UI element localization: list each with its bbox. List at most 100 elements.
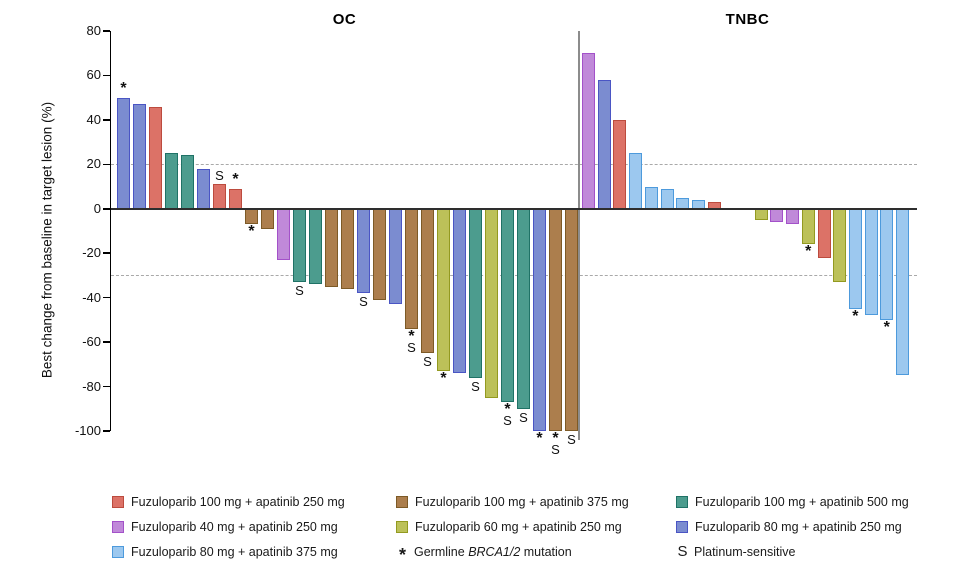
bar-tnbc-1 (582, 53, 595, 209)
y-tick-label--60: -60 (82, 334, 101, 350)
legend-item: Fuzuloparib 100 mg + apatinib 375 mg (396, 489, 629, 514)
y-tick-label--80: -80 (82, 378, 101, 394)
bar-oc-3 (149, 106, 162, 209)
bar-mark: * (248, 224, 254, 240)
panel-title-oc: OC (332, 11, 357, 28)
platinum-sensitive-s: S (295, 283, 304, 299)
bar-oc-12 (293, 208, 306, 283)
brca-mutation-asterisk: * (232, 170, 239, 188)
bar-oc-24 (485, 208, 498, 398)
legend-item: * Germline BRCA1/2 mutation (396, 539, 629, 566)
legend: Fuzuloparib 100 mg + apatinib 250 mg Fuzu… (0, 489, 976, 569)
legend-swatch-brown (396, 495, 408, 508)
bar-oc-8 (229, 188, 242, 209)
platinum-sensitive-s: S (423, 354, 432, 370)
legend-label: Fuzuloparib 80 mg + apatinib 375 mg (131, 544, 338, 559)
zero-baseline (111, 208, 917, 210)
bar-mark: * (852, 307, 859, 325)
bar-oc-18 (389, 208, 402, 305)
bar-mark: * (232, 170, 239, 188)
legend-swatch-teal (676, 495, 688, 508)
bar-mark: * S (407, 328, 416, 355)
legend-label: Fuzuloparib 80 mg + apatinib 250 mg (695, 519, 902, 534)
brca-mutation-asterisk: * (852, 307, 859, 325)
bar-oc-28 (549, 208, 562, 431)
y-tick-label-20: 20 (86, 156, 101, 172)
bar-mark: * (805, 244, 811, 260)
s-symbol: S (677, 543, 688, 560)
legend-label: Fuzuloparib 100 mg + apatinib 375 mg (415, 494, 629, 509)
bar-mark: S (215, 169, 224, 182)
asterisk-symbol: * (398, 545, 406, 565)
panel-title-tnbc: TNBC (725, 11, 770, 28)
legend-swatch-slateblue (676, 520, 688, 533)
legend-item: Fuzuloparib 100 mg + apatinib 500 mg (676, 489, 909, 514)
y-tick-mark (103, 252, 110, 254)
platinum-sensitive-s: S (551, 442, 560, 457)
bar-oc-20 (421, 208, 434, 354)
bar-tnbc-21 (896, 208, 909, 376)
y-tick-mark (103, 208, 110, 210)
bar-tnbc-18 (848, 208, 862, 309)
legend-item: S Platinum-sensitive (676, 539, 909, 564)
y-tick-label-0: 0 (93, 200, 101, 216)
bar-mark: * (120, 79, 127, 97)
legend-label: Fuzuloparib 40 mg + apatinib 250 mg (131, 519, 338, 534)
legend-label: Germline BRCA1/2 mutation (414, 544, 572, 559)
bar-oc-10 (261, 208, 274, 229)
legend-swatch-purple (112, 520, 124, 533)
brca-mutation-asterisk: * (883, 318, 890, 336)
legend-column-1: Fuzuloparib 100 mg + apatinib 250 mg Fuzu… (112, 489, 345, 564)
brca-mutation-asterisk: * (504, 401, 511, 419)
bar-tnbc-6 (660, 188, 674, 209)
y-tick-mark (103, 30, 110, 32)
brca-mutation-asterisk: * (552, 430, 559, 447)
reference-line--30 (111, 275, 917, 277)
platinum-sensitive-s: S (567, 432, 576, 447)
y-tick-label--40: -40 (82, 289, 101, 305)
reference-line-20 (111, 164, 917, 166)
bar-oc-2 (133, 104, 146, 209)
bar-tnbc-17 (833, 208, 847, 283)
bar-oc-7 (213, 184, 226, 209)
bar-mark: * (883, 318, 890, 336)
bar-oc-9 (245, 208, 258, 225)
bar-tnbc-3 (613, 119, 627, 209)
y-tick-label-60: 60 (86, 67, 101, 83)
bar-oc-29 (565, 208, 578, 431)
bar-oc-13 (309, 208, 322, 285)
platinum-sensitive-s: S (471, 378, 480, 394)
legend-item: Fuzuloparib 100 mg + apatinib 250 mg (112, 489, 345, 514)
legend-swatch-olive (396, 520, 408, 533)
y-tick-mark (103, 430, 110, 432)
bar-mark: S (471, 380, 480, 393)
platinum-sensitive-s: S (407, 339, 416, 355)
bar-tnbc-20 (880, 208, 894, 320)
bar-oc-14 (325, 208, 338, 287)
legend-label: Fuzuloparib 60 mg + apatinib 250 mg (415, 519, 622, 534)
bar-tnbc-12 (754, 208, 768, 220)
legend-column-3: Fuzuloparib 100 mg + apatinib 500 mg Fuzu… (676, 489, 909, 564)
plot-area: OC TNBC 80 60 40 20 0 -20 -40 -60 -80 -100 * S * * S S *… (75, 11, 917, 456)
brca-mutation-asterisk: * (536, 430, 543, 447)
y-tick-mark (103, 296, 110, 299)
bar-tnbc-16 (817, 208, 831, 258)
y-tick-label-40: 40 (86, 111, 101, 127)
brca-mutation-asterisk: * (120, 79, 127, 97)
bar-oc-26 (517, 208, 530, 409)
y-tick-mark (103, 74, 110, 77)
bar-oc-23 (469, 208, 482, 378)
bar-mark: * (536, 430, 543, 447)
bar-tnbc-15 (801, 208, 815, 245)
bar-oc-6 (197, 168, 210, 209)
brca-mutation-asterisk: * (440, 370, 447, 387)
legend-item: Fuzuloparib 40 mg + apatinib 250 mg (112, 514, 345, 539)
bar-mark: S (423, 355, 432, 368)
bar-oc-19 (405, 208, 418, 329)
platinum-sensitive-s: S (519, 409, 528, 425)
bar-oc-27 (533, 208, 546, 431)
bar-tnbc-2 (597, 79, 611, 209)
panel-separator (578, 31, 580, 440)
legend-item: Fuzuloparib 60 mg + apatinib 250 mg (396, 514, 629, 539)
